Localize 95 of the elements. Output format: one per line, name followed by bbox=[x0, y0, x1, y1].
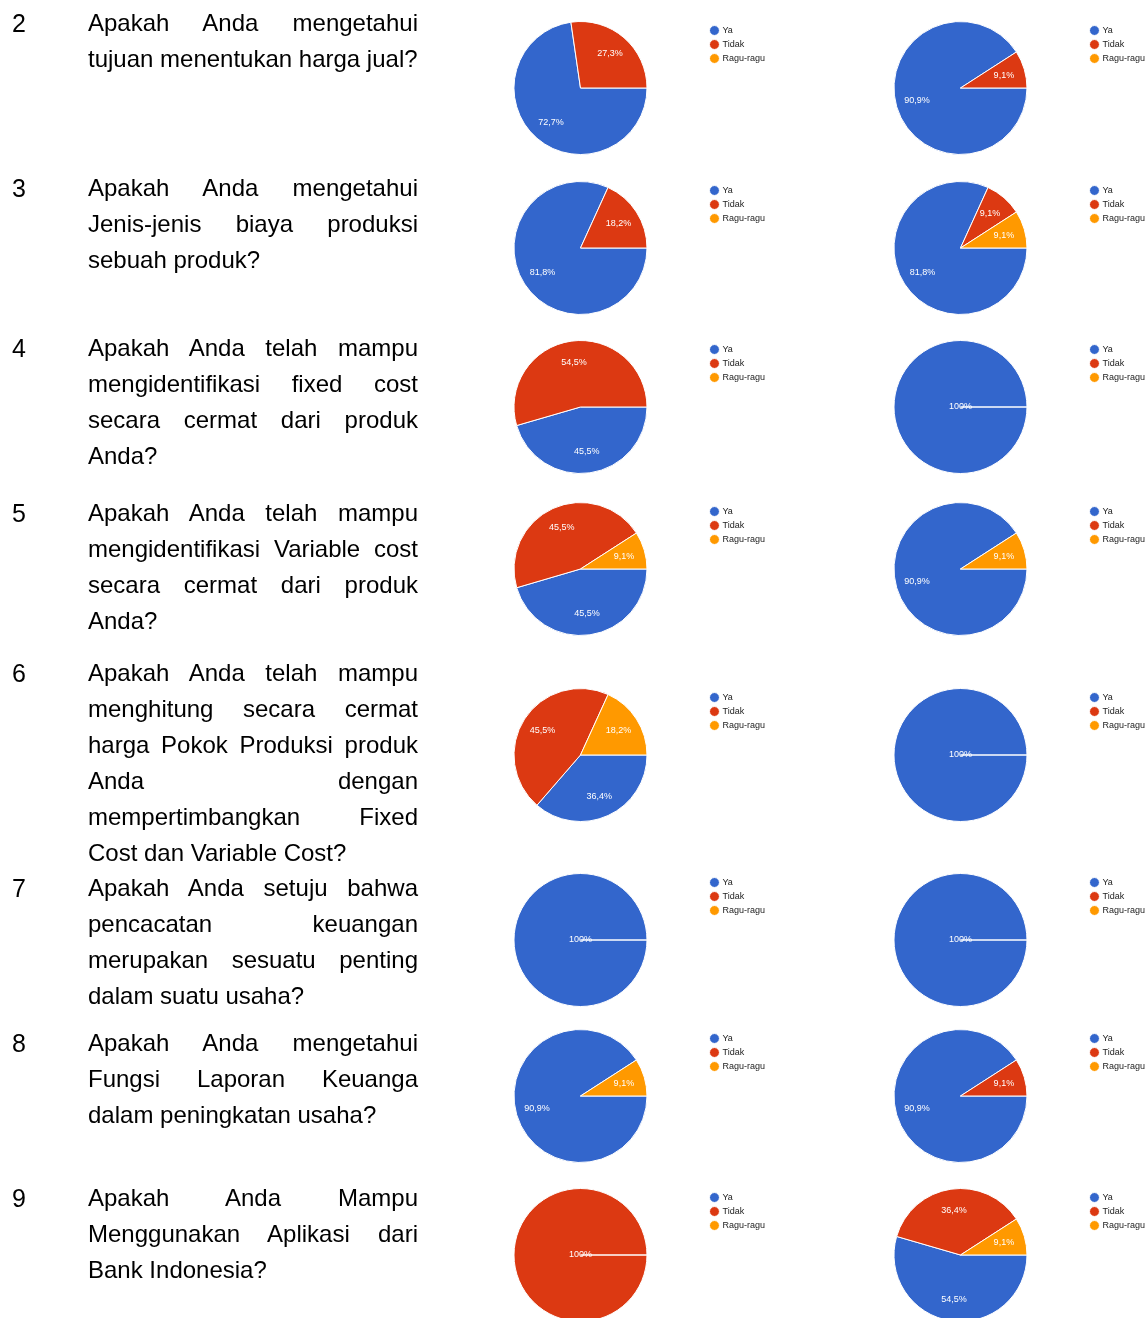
data-label: 9,1% bbox=[613, 1077, 635, 1088]
data-label: 9,1% bbox=[993, 1236, 1015, 1247]
legend-label: Ragu-ragu bbox=[722, 1219, 766, 1230]
text: 8 bbox=[12, 1028, 26, 1059]
legend-label: Ragu-ragu bbox=[722, 904, 766, 915]
legend-label: Ragu-ragu bbox=[722, 212, 766, 223]
legend-label: Ragu-ragu bbox=[1102, 904, 1146, 915]
legend-label: Ragu-ragu bbox=[1102, 719, 1146, 730]
data-label: 90,9% bbox=[904, 1103, 930, 1114]
legend-label: Ragu-ragu bbox=[722, 1060, 766, 1071]
legend-label: Ya bbox=[1102, 24, 1113, 35]
text: Apakah Anda telah mampu mengidentifikasi Variable cost secara cermat dari produk Anda? bbox=[88, 498, 418, 636]
legend-label: Ya bbox=[1102, 1032, 1113, 1043]
data-label: 9,1% bbox=[613, 550, 635, 561]
legend-label: Ya bbox=[1102, 505, 1113, 516]
data-label: 90,9% bbox=[904, 95, 930, 106]
legend-label: Ya bbox=[722, 1032, 733, 1043]
data-label: 100% bbox=[948, 749, 972, 760]
legend-label: Ya bbox=[722, 24, 733, 35]
legend-label: Ragu-ragu bbox=[1102, 1060, 1146, 1071]
legend-label: Tidak bbox=[1102, 1205, 1125, 1216]
legend-label: Tidak bbox=[722, 519, 745, 530]
legend-label: Tidak bbox=[1102, 357, 1125, 368]
data-label: 9,1% bbox=[979, 208, 1001, 219]
data-label: 45,5% bbox=[529, 725, 556, 736]
data-label: 100% bbox=[568, 934, 592, 945]
legend-label: Ragu-ragu bbox=[1102, 1219, 1146, 1230]
legend-label: Ragu-ragu bbox=[1102, 371, 1146, 382]
text: 2 bbox=[12, 8, 26, 39]
text: Apakah Anda mengetahui tujuan menentukan harga jual? bbox=[88, 8, 418, 74]
legend-label: Ya bbox=[722, 184, 733, 195]
data-label: 45,5% bbox=[574, 446, 600, 457]
legend-label: Tidak bbox=[1102, 705, 1125, 716]
text: 7 bbox=[12, 873, 26, 904]
legend-label: Ragu-ragu bbox=[1102, 533, 1146, 544]
legend-label: Ya bbox=[722, 1191, 733, 1202]
legend-label: Ya bbox=[722, 505, 733, 516]
data-label: 18,2% bbox=[605, 725, 632, 736]
legend-label: Tidak bbox=[722, 38, 745, 49]
legend-label: Tidak bbox=[722, 1046, 745, 1057]
legend-label: Ya bbox=[722, 343, 733, 354]
legend-label: Tidak bbox=[1102, 38, 1125, 49]
data-label: 9,1% bbox=[993, 550, 1015, 561]
legend-label: Ragu-ragu bbox=[722, 719, 766, 730]
legend-label: Tidak bbox=[1102, 519, 1125, 530]
legend-label: Tidak bbox=[722, 198, 745, 209]
data-label: 18,2% bbox=[605, 218, 632, 229]
data-label: 36,4% bbox=[586, 790, 613, 801]
data-label: 81,8% bbox=[529, 266, 556, 277]
data-label: 27,3% bbox=[597, 48, 623, 59]
text: 6 bbox=[12, 658, 26, 689]
data-label: 45,5% bbox=[574, 608, 600, 619]
legend-label: Ya bbox=[1102, 343, 1113, 354]
legend-label: Ragu-ragu bbox=[722, 533, 766, 544]
data-label: 36,4% bbox=[941, 1204, 967, 1215]
data-label: 100% bbox=[948, 934, 972, 945]
data-label: 81,8% bbox=[909, 266, 936, 277]
legend-label: Tidak bbox=[722, 705, 745, 716]
legend-label: Tidak bbox=[722, 357, 745, 368]
data-label: 54,5% bbox=[561, 356, 587, 367]
data-label: 100% bbox=[568, 1249, 592, 1260]
legend-label: Ragu-ragu bbox=[1102, 52, 1146, 63]
legend-label: Tidak bbox=[1102, 890, 1125, 901]
data-label: 90,9% bbox=[524, 1103, 550, 1114]
text: Apakah Anda mengetahui Jenis-jenis biaya produksi sebuah produk? bbox=[88, 173, 418, 275]
text: 4 bbox=[12, 333, 26, 364]
data-label: 90,9% bbox=[904, 576, 930, 587]
legend-label: Tidak bbox=[722, 890, 745, 901]
legend-label: Ya bbox=[1102, 1191, 1113, 1202]
data-label: 9,1% bbox=[993, 229, 1015, 240]
legend-label: Ragu-ragu bbox=[722, 52, 766, 63]
text: Apakah Anda Mampu Menggunakan Aplikasi dari Bank Indonesia? bbox=[88, 1183, 418, 1285]
text: 5 bbox=[12, 498, 26, 529]
legend-label: Ya bbox=[1102, 876, 1113, 887]
data-label: 100% bbox=[948, 401, 972, 412]
text: 3 bbox=[12, 173, 26, 204]
legend-label: Ya bbox=[722, 691, 733, 702]
text: Apakah Anda mengetahui Fungsi Laporan Keuanga dalam peningkatan usaha? bbox=[88, 1028, 418, 1130]
data-label: 9,1% bbox=[993, 1077, 1015, 1088]
legend-label: Ragu-ragu bbox=[1102, 212, 1146, 223]
legend-label: Tidak bbox=[722, 1205, 745, 1216]
data-label: 54,5% bbox=[941, 1294, 967, 1305]
legend-label: Ya bbox=[722, 876, 733, 887]
data-label: 45,5% bbox=[548, 522, 575, 533]
data-label: 72,7% bbox=[538, 116, 564, 127]
legend-label: Tidak bbox=[1102, 198, 1125, 209]
legend-label: Ragu-ragu bbox=[722, 371, 766, 382]
data-label: 9,1% bbox=[993, 69, 1015, 80]
text: Apakah Anda setuju bahwa pencacatan keuangan merupakan sesuatu penting dalam suatu usaha? bbox=[88, 873, 418, 1011]
legend-label: Ya bbox=[1102, 184, 1113, 195]
legend-label: Tidak bbox=[1102, 1046, 1125, 1057]
text: 9 bbox=[12, 1183, 26, 1214]
legend-label: Ya bbox=[1102, 691, 1113, 702]
text: Apakah Anda telah mampu mengidentifikasi fixed cost secara cermat dari produk Anda? bbox=[88, 333, 418, 471]
text: Apakah Anda telah mampu menghitung secara cermat harga Pokok Produksi produk Anda dengan mempertimbangkan Fixed Cost dan Variable Cost? bbox=[88, 658, 418, 868]
